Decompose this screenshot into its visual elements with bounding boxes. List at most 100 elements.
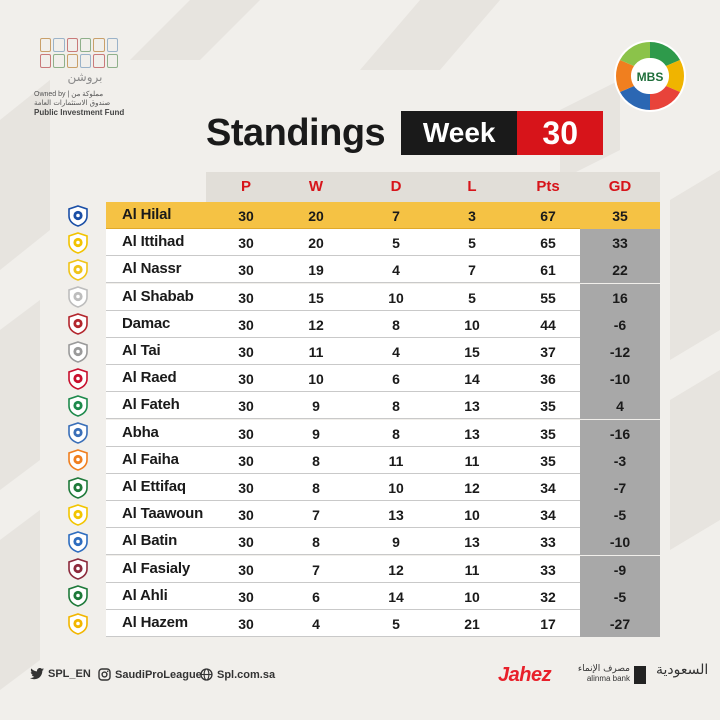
cell-gd: -12 [609,344,631,360]
cell-w: 4 [312,616,320,632]
table-row: Al Ahli 30 6 14 10 32 -5 [56,582,660,610]
cell-w: 8 [312,452,320,469]
row-background [106,610,660,637]
cell-p: 30 [238,588,254,605]
cell-p: 30 [238,398,254,415]
row-background [106,202,660,229]
al-hilal-crest-icon [56,202,100,229]
gd-cell-background [580,283,660,311]
team-name: Al Ittihad [122,233,185,251]
saudi-tourism-logo: السعودية [656,662,709,678]
alinma-arabic: مصرف الإنماء [577,664,630,674]
website-link[interactable]: Spl.com.sa [200,668,275,681]
cell-d: 14 [388,588,404,605]
gd-cell-background [580,446,660,474]
cell-w: 7 [312,507,320,524]
cell-w: 15 [308,289,324,306]
cell-l: 10 [464,316,480,333]
al-shabab-crest-icon [56,284,100,311]
column-header-p: P [240,178,251,195]
cell-p: 30 [238,316,254,333]
al-batin-crest-icon [56,528,100,555]
al-ettifaq-crest-icon [56,474,100,501]
cell-d: 12 [388,561,404,578]
gd-cell-background [580,338,660,365]
cell-l: 15 [464,344,480,360]
cell-w: 9 [312,398,320,415]
team-name: Al Faiha [122,450,179,468]
twitter-handle[interactable]: SPL_EN [30,668,91,680]
cell-pts: 67 [540,208,556,224]
cell-pts: 65 [540,235,556,252]
cell-pts: 35 [540,452,556,469]
cell-gd: -7 [613,480,627,496]
cell-w: 20 [308,208,324,224]
fund-arabic: صندوق الاستثمارات العامة [34,99,111,107]
gd-cell-background [580,474,660,501]
cell-w: 8 [312,534,320,551]
alinma-mark-icon [634,666,646,684]
table-row: Al Fasialy 30 7 12 11 33 -9 [56,555,660,583]
row-background [106,310,660,338]
cell-p: 30 [238,616,254,632]
cell-gd: -10 [609,534,631,551]
cell-d: 6 [392,371,400,388]
cell-pts: 33 [540,534,556,551]
page-title: Standings [206,111,386,154]
cell-l: 21 [464,616,480,632]
cell-d: 7 [392,208,400,224]
cell-l: 11 [464,452,480,469]
row-background [106,582,660,610]
table-row: Al Tai 30 11 4 15 37 -12 [56,338,660,365]
cell-pts: 35 [540,425,556,442]
cell-p: 30 [238,425,254,442]
column-header-gd: GD [608,178,632,195]
cell-w: 7 [312,561,320,578]
table-row: Al Fateh 30 9 8 13 35 4 [56,392,660,420]
row-background [106,474,660,501]
team-name: Al Fasialy [122,559,191,577]
title-row: Standings Week 30 [206,110,604,156]
cell-gd: 33 [612,235,628,252]
team-name: Al Taawoun [122,505,204,523]
cell-pts: 33 [540,561,556,578]
team-name: Al Raed [122,369,177,387]
row-background [106,365,660,393]
roshn-pattern-icon [40,38,118,68]
al-ittihad-crest-icon [56,229,100,256]
cell-w: 6 [312,588,320,605]
table-row: Abha 30 9 8 13 35 -16 [56,419,660,447]
row-background [106,338,660,365]
instagram-handle[interactable]: SaudiProLeague [98,668,202,681]
team-name: Al Hilal [122,206,172,223]
cell-gd: 4 [616,398,624,415]
cell-w: 20 [308,235,324,252]
cell-gd: 22 [612,262,628,279]
cell-w: 10 [308,371,324,388]
al-taawoun-crest-icon [56,501,100,528]
cell-gd: -9 [613,561,627,578]
cell-d: 10 [388,480,404,496]
team-name: Al Nassr [122,260,182,278]
row-background [106,446,660,474]
cell-pts: 34 [540,480,556,496]
row-background [106,555,660,583]
team-name: Al Ettifaq [122,478,186,495]
cell-pts: 44 [540,316,556,333]
cell-l: 13 [464,398,480,415]
pif-roshn-logo: بروشن Owned by | مملوكة من صندوق الاستثم… [34,38,130,118]
cell-d: 8 [392,398,400,415]
column-header-l: L [467,178,477,195]
cell-l: 11 [464,561,480,578]
cell-p: 30 [238,262,254,279]
al-ahli-crest-icon [56,583,100,610]
team-name: Damac [122,314,171,332]
cell-d: 10 [388,289,404,306]
instagram-text: SaudiProLeague [115,668,202,681]
table-row: Al Hazem 30 4 5 21 17 -27 [56,610,660,637]
cell-l: 14 [464,371,480,388]
cell-d: 8 [392,425,400,442]
cell-l: 3 [468,208,476,224]
cell-l: 13 [464,534,480,551]
cell-d: 8 [392,316,400,333]
